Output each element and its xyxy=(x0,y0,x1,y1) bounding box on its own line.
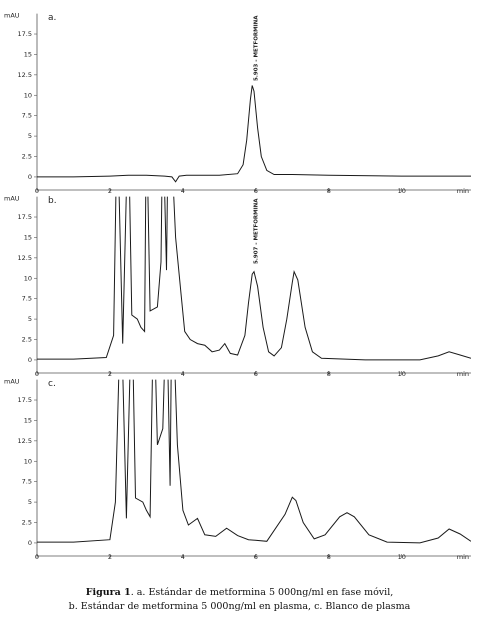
x-axis-label: min xyxy=(457,553,469,561)
y-tick-label: 7.5 xyxy=(22,478,32,486)
x-axis-label: min xyxy=(457,187,469,195)
panel-label: a. xyxy=(48,13,56,23)
y-tick-label: 2.5 xyxy=(22,153,32,161)
caption-line: b. Estándar de metformina 5 000ng/ml en … xyxy=(68,601,411,612)
x-tick-label: 8 xyxy=(327,370,331,378)
y-tick-label: 17.5 xyxy=(18,396,32,404)
y-tick-label: 12.5 xyxy=(18,254,32,262)
panel-label: c. xyxy=(48,379,56,389)
x-tick-label: 6 xyxy=(254,553,258,561)
panel-label: b. xyxy=(48,196,57,206)
y-tick-label: 15 xyxy=(24,233,32,241)
x-tick-label: 0 xyxy=(35,553,39,561)
x-tick-label: 4 xyxy=(181,553,185,561)
x-tick-label: 4 xyxy=(181,370,185,378)
x-tick-label: 0 xyxy=(35,187,39,195)
y-tick-label: 10 xyxy=(24,91,32,99)
y-tick-label: 10 xyxy=(24,457,32,465)
x-tick-label: 4 xyxy=(181,187,185,195)
y-tick-label: 5 xyxy=(28,498,32,506)
x-tick-label: 10 xyxy=(398,187,406,195)
x-tick-label: 10 xyxy=(398,553,406,561)
chromatogram-line xyxy=(37,196,471,361)
caption-line: Figura 1. a. Estándar de metformina 5 00… xyxy=(0,586,479,600)
x-tick-label: 2 xyxy=(108,370,112,378)
y-tick-label: 17.5 xyxy=(18,30,32,38)
peak-label: 5.907 - METFORMINA xyxy=(254,198,260,264)
y-tick-label: 12.5 xyxy=(18,71,32,79)
y-tick-label: 10 xyxy=(24,274,32,282)
y-tick-label: 2.5 xyxy=(22,519,32,527)
peak-label: 5.903 - METFORMINA xyxy=(254,15,260,81)
y-tick-label: 0 xyxy=(28,356,32,364)
y-tick-label: 5 xyxy=(28,315,32,323)
caption-text: . a. Estándar de metformina 5 000ng/ml e… xyxy=(130,587,394,598)
y-tick-label: 15 xyxy=(24,50,32,58)
x-tick-label: 0 xyxy=(35,370,39,378)
y-tick-label: 0 xyxy=(28,539,32,547)
y-tick-label: 7.5 xyxy=(22,112,32,120)
y-tick-label: 0 xyxy=(28,173,32,181)
figure: 0 2.5 5 7.5 10 12.5 15 17.5 0 2 4 6 8 10 mAU min a. 5.903… xyxy=(4,12,471,561)
chromatogram-line xyxy=(37,379,471,544)
y-axis-label: mAU xyxy=(4,378,20,386)
y-tick-label: 17.5 xyxy=(18,213,32,221)
y-tick-label: 2.5 xyxy=(22,336,32,344)
x-tick-label: 6 xyxy=(254,187,258,195)
x-tick-label: 8 xyxy=(327,187,331,195)
y-axis-label: mAU xyxy=(4,12,20,20)
x-tick-label: 2 xyxy=(108,187,112,195)
y-tick-label: 15 xyxy=(24,416,32,424)
y-tick-label: 5 xyxy=(28,132,32,140)
y-tick-label: 7.5 xyxy=(22,295,32,303)
caption: Figura 1. a. Estándar de metformina 5 00… xyxy=(0,586,479,614)
x-tick-label: 8 xyxy=(327,553,331,561)
x-tick-label: 2 xyxy=(108,553,112,561)
y-tick-label: 12.5 xyxy=(18,437,32,445)
chromatogram-line xyxy=(37,85,471,183)
caption-label: Figura 1 xyxy=(85,587,131,598)
y-axis-label: mAU xyxy=(4,195,20,203)
x-tick-label: 6 xyxy=(254,370,258,378)
x-tick-label: 10 xyxy=(398,370,406,378)
x-axis-label: min xyxy=(457,370,469,378)
